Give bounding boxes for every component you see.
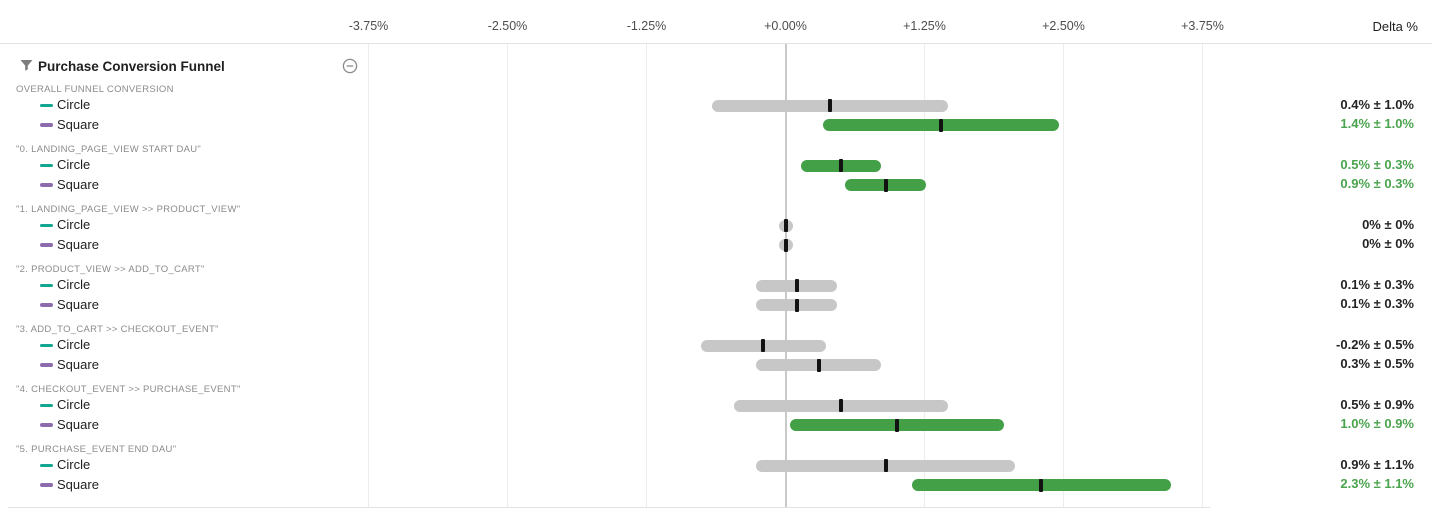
variant-label: Square xyxy=(57,296,99,312)
delta-value: 0.9% ± 0.3% xyxy=(1340,176,1414,191)
axis-tick-label: +2.50% xyxy=(1042,19,1085,33)
variant-color-icon xyxy=(40,183,53,187)
variant-label: Circle xyxy=(57,97,91,112)
delta-percent-header: Delta % xyxy=(1372,19,1418,34)
point-estimate-tick xyxy=(761,339,766,352)
variant-label: Square xyxy=(57,116,99,132)
variant-label: Circle xyxy=(57,217,91,232)
gridline xyxy=(368,44,369,507)
point-estimate-tick xyxy=(839,399,844,412)
variant-color-icon xyxy=(40,103,53,108)
delta-value: 0.5% ± 0.3% xyxy=(1340,156,1414,172)
point-estimate-tick xyxy=(794,279,799,292)
delta-value: 0.5% ± 0.9% xyxy=(1340,396,1414,412)
axis-tick-label: +0.00% xyxy=(764,19,807,33)
variant-label: Square xyxy=(57,476,99,492)
funnel-step-label: "5. PURCHASE_EVENT END DAU" xyxy=(16,444,177,455)
filter-icon[interactable] xyxy=(19,58,34,78)
delta-value: 0.9% ± 1.1% xyxy=(1340,456,1414,472)
gridline xyxy=(1202,44,1203,507)
funnel-step-label: "1. LANDING_PAGE_VIEW >> PRODUCT_VIEW" xyxy=(16,204,241,215)
funnel-step-label: "3. ADD_TO_CART >> CHECKOUT_EVENT" xyxy=(16,324,219,335)
axis-tick-label: -1.25% xyxy=(626,19,667,33)
gridline xyxy=(1063,44,1064,507)
delta-value: 0.4% ± 1.0% xyxy=(1340,96,1414,112)
variant-label: Circle xyxy=(57,337,91,352)
delta-value: 0% ± 0% xyxy=(1362,216,1414,232)
metric-group-title: Purchase Conversion Funnel xyxy=(38,59,225,74)
gridline xyxy=(507,44,508,507)
variant-label: Circle xyxy=(57,397,91,412)
variant-color-icon xyxy=(40,423,53,427)
delta-value: 0.3% ± 0.5% xyxy=(1340,356,1414,371)
variant-color-icon xyxy=(40,303,53,307)
point-estimate-tick xyxy=(939,118,944,132)
variant-color-icon xyxy=(40,403,53,408)
axis-tick-label: -2.50% xyxy=(487,19,528,33)
axis-tick-label: +1.25% xyxy=(903,19,946,33)
gridline xyxy=(924,44,925,507)
delta-value: 2.3% ± 1.1% xyxy=(1340,476,1414,491)
variant-color-icon xyxy=(40,243,53,247)
funnel-step-label: "4. CHECKOUT_EVENT >> PURCHASE_EVENT" xyxy=(16,384,241,395)
point-estimate-tick xyxy=(794,298,799,312)
variant-color-icon xyxy=(40,223,53,228)
gridline xyxy=(646,44,647,507)
variant-label: Circle xyxy=(57,157,91,172)
variant-color-icon xyxy=(40,483,53,487)
point-estimate-tick xyxy=(783,219,788,232)
variant-color-icon xyxy=(40,463,53,468)
funnel-step-label: "2. PRODUCT_VIEW >> ADD_TO_CART" xyxy=(16,264,205,275)
funnel-step-label: "0. LANDING_PAGE_VIEW START DAU" xyxy=(16,144,202,155)
point-estimate-tick xyxy=(783,238,788,252)
point-estimate-tick xyxy=(1039,478,1044,492)
axis-tick-label: -3.75% xyxy=(348,19,389,33)
point-estimate-tick xyxy=(839,159,844,172)
variant-label: Circle xyxy=(57,457,91,472)
delta-value: 0.1% ± 0.3% xyxy=(1340,296,1414,311)
zero-gridline xyxy=(784,44,787,507)
variant-label: Square xyxy=(57,356,99,372)
collapse-group-button[interactable] xyxy=(342,58,358,79)
variant-label: Square xyxy=(57,416,99,432)
variant-label: Square xyxy=(57,176,99,192)
variant-color-icon xyxy=(40,343,53,348)
delta-value: 0.1% ± 0.3% xyxy=(1340,276,1414,292)
point-estimate-tick xyxy=(883,178,888,192)
point-estimate-tick xyxy=(883,459,888,472)
delta-value: -0.2% ± 0.5% xyxy=(1336,336,1414,352)
variant-label: Square xyxy=(57,236,99,252)
point-estimate-tick xyxy=(816,358,821,372)
bottom-border xyxy=(8,507,1210,508)
delta-value: 0% ± 0% xyxy=(1362,236,1414,251)
variant-color-icon xyxy=(40,283,53,288)
funnel-step-label: OVERALL FUNNEL CONVERSION xyxy=(16,84,174,95)
variant-color-icon xyxy=(40,163,53,168)
delta-value: 1.4% ± 1.0% xyxy=(1340,116,1414,131)
variant-color-icon xyxy=(40,363,53,367)
point-estimate-tick xyxy=(827,99,832,112)
point-estimate-tick xyxy=(894,418,899,432)
axis-tick-label: +3.75% xyxy=(1181,19,1224,33)
variant-label: Circle xyxy=(57,277,91,292)
top-border xyxy=(0,43,1432,44)
delta-value: 1.0% ± 0.9% xyxy=(1340,416,1414,431)
variant-color-icon xyxy=(40,123,53,127)
